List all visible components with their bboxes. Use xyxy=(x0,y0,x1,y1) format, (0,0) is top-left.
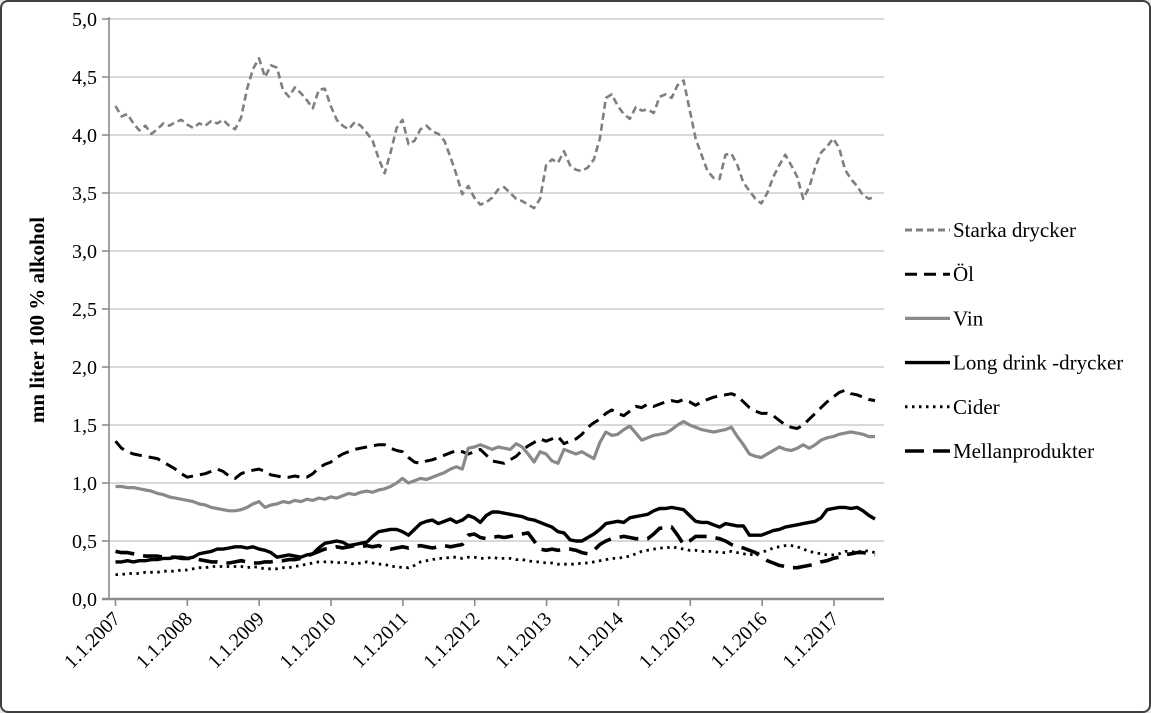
legend-label-cider: Cider xyxy=(953,395,1000,419)
legend-label-starka-drycker: Starka drycker xyxy=(953,218,1076,242)
data-series xyxy=(114,57,876,576)
legend-item-l: Öl xyxy=(905,262,974,286)
series-line-vin xyxy=(115,419,875,513)
x-tick-label: 1.1.2016 xyxy=(707,608,772,673)
series-line-l xyxy=(114,388,876,480)
y-tick-label: 0,5 xyxy=(72,531,97,553)
x-tick-label: 1.1.2015 xyxy=(635,608,700,673)
legend-item-starka-drycker: Starka drycker xyxy=(905,218,1076,242)
series-line-long-drink-drycker xyxy=(115,505,876,564)
legend: Starka drycker Öl Vin Long drink -drycker Ci… xyxy=(905,218,1123,463)
y-tick-label: 2,5 xyxy=(72,299,97,321)
x-tick-label: 1.1.2010 xyxy=(276,608,341,673)
legend-label-long-drink-drycker: Long drink -drycker xyxy=(953,351,1123,375)
legend-item-long-drink-drycker: Long drink -drycker xyxy=(905,351,1123,375)
x-tick-label: 1.1.2008 xyxy=(132,608,197,673)
gridlines xyxy=(109,18,884,542)
y-tick-label: 3,5 xyxy=(72,183,97,205)
y-tick-label: 0,0 xyxy=(72,589,97,611)
y-tick-label: 3,0 xyxy=(72,241,97,263)
x-tick-label: 1.1.2013 xyxy=(491,608,556,673)
x-tick-label: 1.1.2017 xyxy=(778,608,843,673)
legend-item-vin: Vin xyxy=(905,306,984,330)
series-line-cider xyxy=(115,544,876,576)
x-tick-label: 1.1.2009 xyxy=(204,608,269,673)
x-tick-label: 1.1.2011 xyxy=(348,608,413,673)
y-axis-ticks: 0,0 0,5 1,0 1,5 2,0 2,5 3,0 3,5 4,0 4,5 5,0 xyxy=(72,9,109,611)
legend-label-mellanprodukter: Mellanprodukter xyxy=(953,439,1094,463)
legend-item-mellanprodukter: Mellanprodukter xyxy=(905,439,1094,463)
y-tick-label: 1,0 xyxy=(72,473,97,495)
legend-item-cider: Cider xyxy=(905,395,1000,419)
y-tick-label: 5,0 xyxy=(72,9,97,31)
legend-label-vin: Vin xyxy=(953,306,984,330)
y-tick-label: 2,0 xyxy=(72,357,97,379)
y-tick-label: 1,5 xyxy=(72,415,97,437)
x-tick-label: 1.1.2007 xyxy=(60,608,125,673)
x-tick-label: 1.1.2012 xyxy=(419,608,484,673)
axes xyxy=(102,17,884,601)
series-line-mellanprodukter xyxy=(115,525,876,570)
x-axis-ticks: 1.1.2007 1.1.2008 1.1.2009 1.1.2010 1.1.2011… xyxy=(60,599,844,673)
legend-label-l: Öl xyxy=(953,262,974,286)
y-tick-label: 4,0 xyxy=(72,125,97,147)
y-tick-label: 4,5 xyxy=(72,67,97,89)
x-tick-label: 1.1.2014 xyxy=(563,608,628,673)
series-line-starka-drycker xyxy=(114,57,876,210)
y-axis-title: mn liter 100 % alkohol xyxy=(25,217,49,423)
